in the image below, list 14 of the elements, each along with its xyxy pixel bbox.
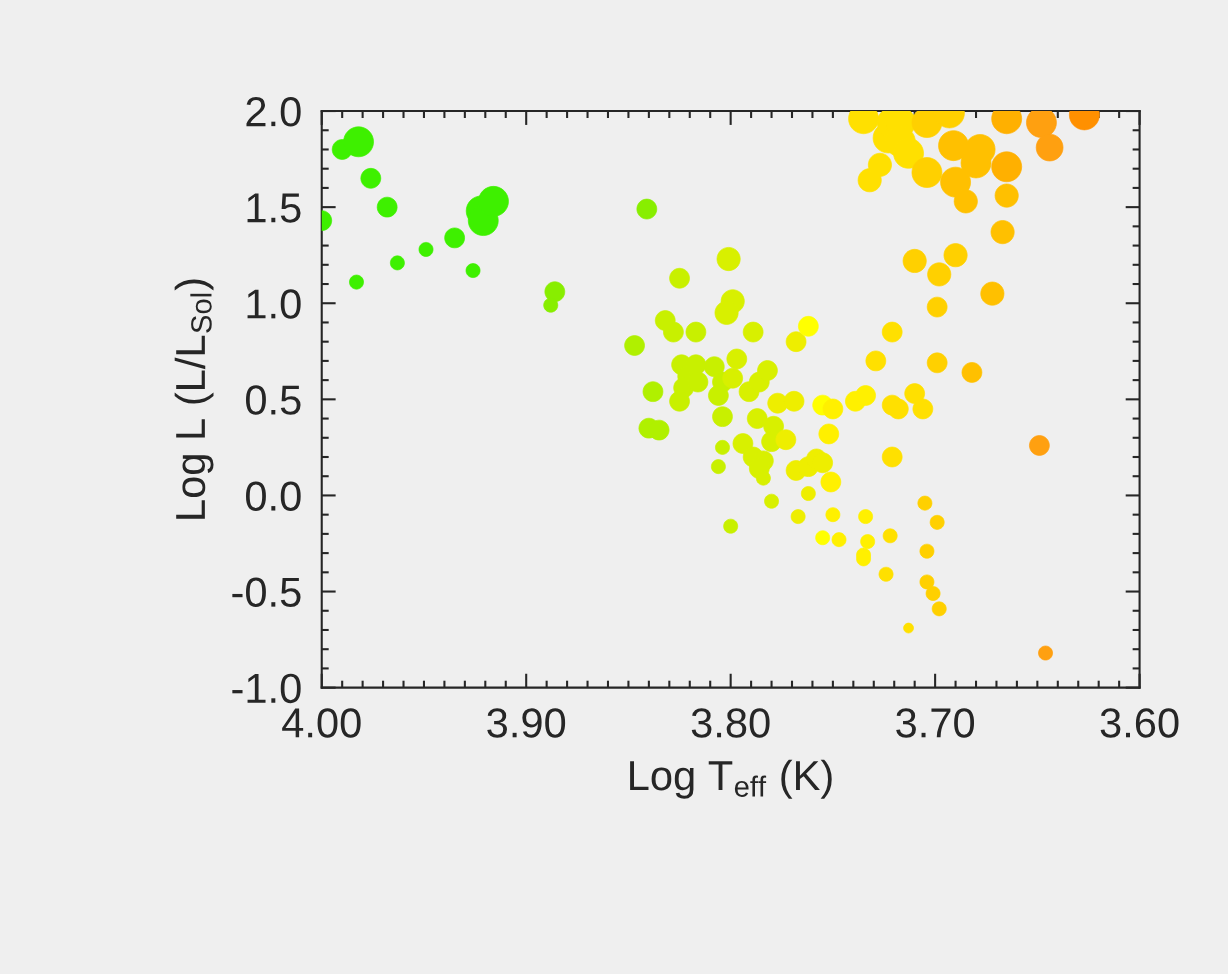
y-tick-label: 2.0 <box>246 97 301 127</box>
y-tick-label: 1.5 <box>247 193 301 223</box>
x-tick-label: 4.00 <box>282 708 361 738</box>
y-axis-title: Log L (L/L$_{Sol}$) <box>174 279 214 519</box>
x-tick-label: 3.70 <box>896 708 975 738</box>
y-tick-label: -0.5 <box>232 577 301 608</box>
y-tick-label: 0.5 <box>246 385 301 415</box>
y-tick-label: 0.0 <box>246 481 301 511</box>
x-axis-title: Log T$_{eff}$ (K) <box>630 759 832 799</box>
x-tick-label: 3.90 <box>487 708 566 738</box>
y-tick-label: -1.0 <box>232 673 301 704</box>
x-tick-label: 3.80 <box>691 708 770 738</box>
y-tick-label: 1.0 <box>247 289 301 319</box>
x-tick-label: 3.60 <box>1100 708 1179 738</box>
